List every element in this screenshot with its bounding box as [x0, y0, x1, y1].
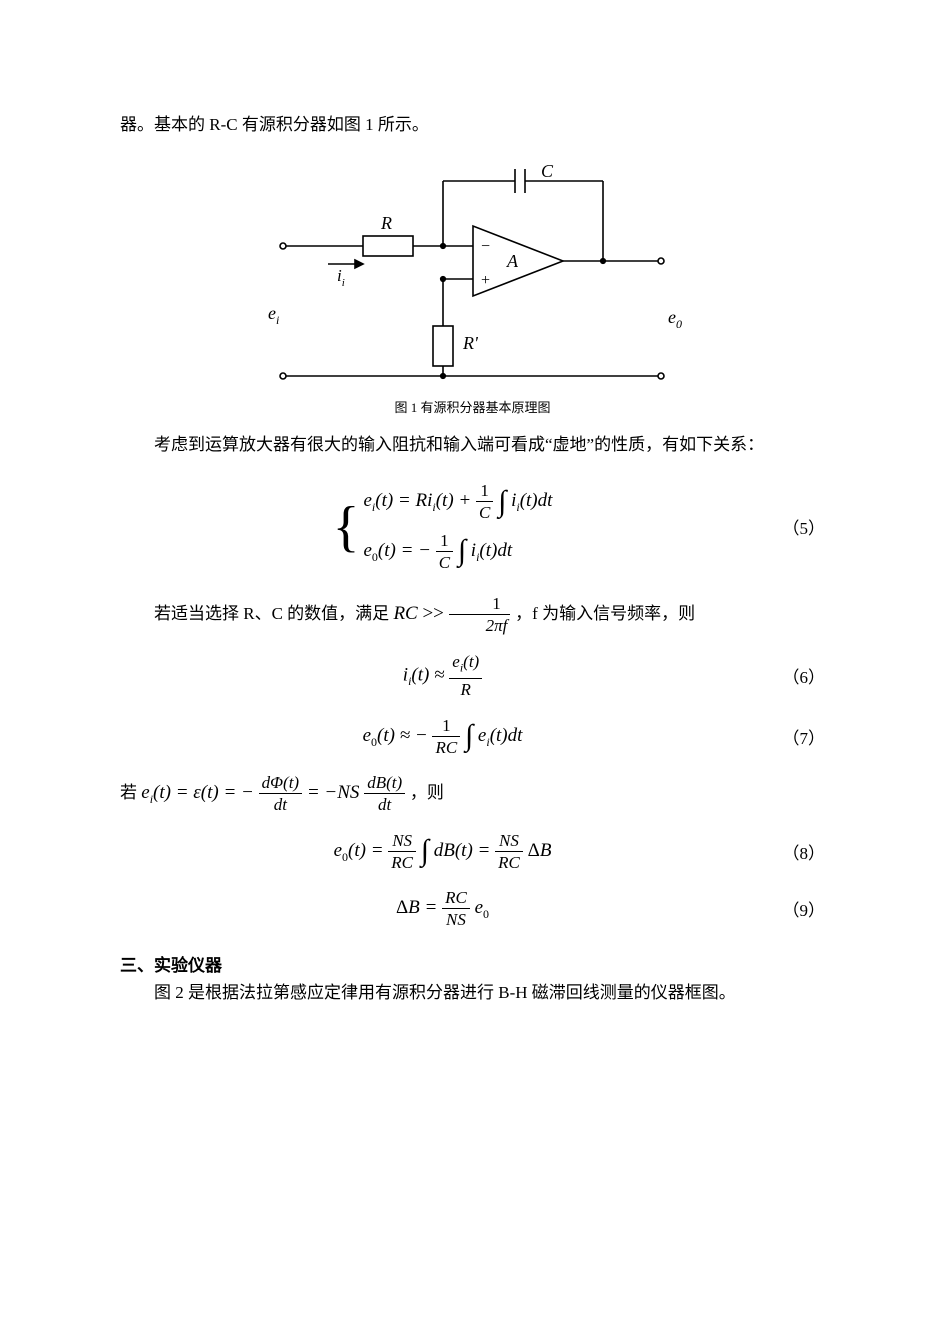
label-A: A [506, 251, 519, 271]
rc-inequality: RC >> 12πf [393, 603, 515, 624]
equation-5: { ei(t) = Rii(t) + 1C ∫ ii(t)dt e0(t) = … [120, 474, 825, 579]
if-prefix: 若 [120, 783, 137, 802]
equation-9: ΔB = RCNS e0 （9） [120, 887, 825, 931]
fig1-caption: 图 1 有源积分器基本原理图 [120, 397, 825, 416]
label-ei: ei [268, 303, 279, 327]
section-3-heading: 三、实验仪器 [120, 951, 825, 976]
circuit-diagram: C R R' A − + ei e0 ii [263, 151, 683, 391]
opamp-plus: + [481, 272, 490, 289]
label-Rprime: R' [462, 333, 479, 353]
section-3-body: 图 2 是根据法拉第感应定律用有源积分器进行 B-H 磁滞回线测量的仪器框图。 [120, 978, 825, 1009]
if-equation: ei(t) = ε(t) = − dΦ(t)dt = −NS dB(t)dt [141, 782, 410, 803]
paragraph-rc-condition: 若适当选择 R、C 的数值，满足 RC >> 12πf ，f 为输入信号频率，则 [120, 593, 825, 637]
rc-text-b: ，f 为输入信号频率，则 [515, 604, 695, 623]
label-e0: e0 [668, 307, 682, 331]
eq8-number: （8） [765, 839, 825, 864]
eq9-number: （9） [765, 896, 825, 921]
paragraph-after-fig: 考虑到运算放大器有很大的输入阻抗和输入端可看成“虚地”的性质，有如下关系： [120, 430, 825, 461]
intro-paragraph: 器。基本的 R-C 有源积分器如图 1 所示。 [120, 110, 825, 141]
equation-6: ii(t) ≈ ei(t) R （6） [120, 651, 825, 701]
eq7-number: （7） [765, 724, 825, 749]
label-ii: ii [337, 266, 345, 289]
opamp-minus: − [481, 238, 490, 255]
label-C: C [541, 161, 554, 181]
eq5-number: （5） [765, 514, 825, 539]
paragraph-if: 若 ei(t) = ε(t) = − dΦ(t)dt = −NS dB(t)dt… [120, 772, 825, 816]
eq6-number: （6） [765, 663, 825, 688]
label-R: R [380, 213, 392, 233]
if-suffix: ，则 [410, 783, 444, 802]
page: 器。基本的 R-C 有源积分器如图 1 所示。 [0, 0, 945, 1094]
equation-7: e0(t) ≈ − 1RC ∫ ei(t)dt （7） [120, 715, 825, 759]
equation-8: e0(t) = NSRC ∫ dB(t) = NSRC ΔB （8） [120, 830, 825, 874]
rc-text-a: 若适当选择 R、C 的数值，满足 [154, 604, 389, 623]
